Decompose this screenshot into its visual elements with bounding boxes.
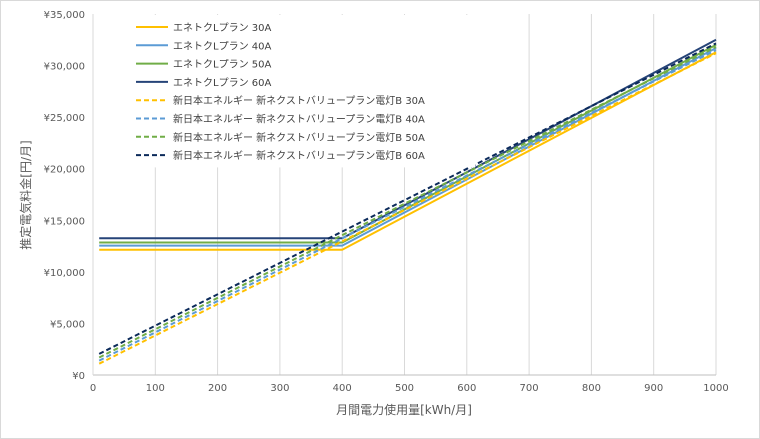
legend-label: 新日本エネルギー 新ネクストバリュープラン電灯B 50A [173,131,425,144]
y-tick-label: ¥0 [72,371,85,382]
legend-label: エネトクLプラン 50A [173,59,271,71]
x-tick-labels: 0 100 200 300 400 500 600 700 800 900 1000 [90,383,729,394]
x-axis-title: 月間電力使用量[kWh/月] [336,402,472,417]
y-tick-label: ¥5,000 [50,319,85,330]
x-tick-label: 400 [333,383,352,394]
y-tick-label: ¥25,000 [44,113,85,124]
legend-label: エネトクLプラン 40A [173,40,271,52]
legend-background [130,15,475,168]
x-tick-label: 900 [644,383,663,394]
y-tick-labels: ¥0 ¥5,000 ¥10,000 ¥15,000 ¥20,000 ¥25,000 ¥30,… [44,10,85,382]
legend: エネトクLプラン 30A エネトクLプラン 40A エネトクLプラン 50A エネトク… [130,15,475,168]
series-lines [98,38,717,365]
x-tick-label: 700 [520,383,539,394]
y-tick-label: ¥30,000 [44,62,85,73]
y-tick-label: ¥35,000 [44,10,85,21]
legend-label: エネトクLプラン 30A [173,22,271,34]
x-tick-label: 100 [146,383,165,394]
legend-label: 新日本エネルギー 新ネクストバリュープラン電灯B 40A [173,113,425,126]
series-line [98,46,717,359]
y-tick-label: ¥15,000 [44,216,85,227]
y-tick-label: ¥10,000 [44,268,85,279]
x-tick-label: 0 [90,383,96,394]
series-line [98,42,717,355]
y-axis-title: 推定電気料金[円/月] [18,140,33,249]
legend-label: エネトクLプラン 60A [173,77,271,89]
legend-label: 新日本エネルギー 新ネクストバリュープラン電灯B 60A [173,149,425,162]
series-line [99,51,717,251]
x-tick-label: 300 [270,383,289,394]
x-tick-label: 1000 [703,383,728,394]
y-tick-label: ¥20,000 [44,165,85,176]
x-tick-label: 500 [395,383,414,394]
x-tick-label: 800 [582,383,601,394]
x-tick-label: 600 [457,383,476,394]
x-tick-label: 200 [208,383,227,394]
series-line [98,52,717,365]
series-line [98,49,717,362]
axes [92,14,716,376]
legend-label: 新日本エネルギー 新ネクストバリュープラン電灯B 30A [173,94,425,107]
